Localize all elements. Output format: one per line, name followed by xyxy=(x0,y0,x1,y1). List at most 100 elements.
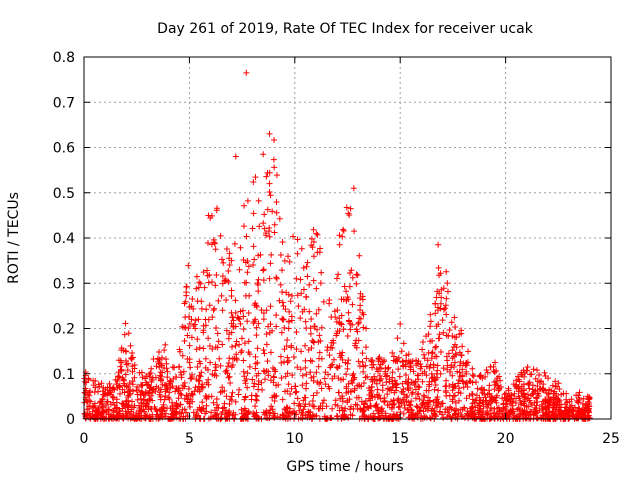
data-point xyxy=(428,355,435,362)
data-point xyxy=(216,355,223,362)
data-point xyxy=(479,375,486,382)
data-point xyxy=(372,403,379,410)
data-point xyxy=(95,411,102,418)
data-point xyxy=(400,396,407,403)
data-point xyxy=(129,349,136,356)
data-point xyxy=(328,414,335,421)
data-point xyxy=(404,379,411,386)
data-point xyxy=(498,410,505,417)
data-point xyxy=(444,280,451,287)
data-point xyxy=(336,232,343,239)
data-point xyxy=(524,391,531,398)
data-point xyxy=(183,289,190,296)
data-point xyxy=(290,353,297,360)
data-point xyxy=(109,385,116,392)
data-point xyxy=(350,371,357,378)
data-point xyxy=(313,230,320,237)
y-tick-label: 0.6 xyxy=(53,141,75,157)
data-point xyxy=(210,307,217,314)
data-point xyxy=(241,340,248,347)
data-point xyxy=(244,318,251,325)
data-point xyxy=(385,364,392,371)
data-point xyxy=(271,366,278,373)
data-point xyxy=(222,277,229,284)
data-point xyxy=(456,331,463,338)
data-point xyxy=(436,409,443,416)
data-point xyxy=(208,393,215,400)
data-point xyxy=(260,367,267,374)
data-point xyxy=(363,355,370,362)
data-point xyxy=(453,344,460,351)
data-point xyxy=(228,257,235,264)
data-point xyxy=(311,403,318,410)
data-point xyxy=(421,393,428,400)
data-point xyxy=(414,372,421,379)
data-point xyxy=(445,350,452,357)
data-point xyxy=(234,314,241,321)
data-point xyxy=(420,351,427,358)
data-point xyxy=(212,282,219,289)
y-tick-label: 0.4 xyxy=(53,231,75,247)
data-point xyxy=(404,385,411,392)
data-point xyxy=(286,258,293,265)
data-point xyxy=(212,411,219,418)
data-point xyxy=(573,392,580,399)
data-point xyxy=(452,399,459,406)
data-point xyxy=(313,285,320,292)
data-point xyxy=(282,414,289,421)
data-point xyxy=(208,409,215,416)
data-point xyxy=(232,398,239,405)
data-point xyxy=(183,392,190,399)
data-point xyxy=(321,397,328,404)
data-point xyxy=(437,370,444,377)
data-point xyxy=(219,273,226,280)
data-point xyxy=(394,358,401,365)
data-point xyxy=(171,364,178,371)
data-point xyxy=(463,368,470,375)
data-point xyxy=(119,414,126,421)
data-point xyxy=(511,390,518,397)
data-point xyxy=(142,375,149,382)
data-point xyxy=(456,369,463,376)
data-point xyxy=(273,209,280,216)
data-point xyxy=(265,368,272,375)
data-point xyxy=(532,408,539,415)
data-point xyxy=(294,250,301,257)
data-point xyxy=(255,288,262,295)
data-point xyxy=(240,313,247,320)
data-point xyxy=(329,344,336,351)
data-point xyxy=(223,245,230,252)
data-point xyxy=(540,409,547,416)
data-point xyxy=(340,326,347,333)
data-point xyxy=(193,346,200,353)
data-point xyxy=(334,328,341,335)
data-point xyxy=(213,372,220,379)
data-point xyxy=(181,338,188,345)
data-point xyxy=(192,384,199,391)
data-point xyxy=(349,301,356,308)
data-point xyxy=(494,413,501,420)
data-point xyxy=(394,412,401,419)
data-point xyxy=(192,317,199,324)
data-point xyxy=(451,392,458,399)
data-point xyxy=(106,380,113,387)
data-point xyxy=(349,380,356,387)
data-point xyxy=(196,279,203,286)
data-point xyxy=(237,244,244,251)
data-point xyxy=(267,410,274,417)
data-point xyxy=(300,286,307,293)
data-point xyxy=(226,355,233,362)
data-point xyxy=(180,368,187,375)
data-point xyxy=(574,415,581,422)
data-point xyxy=(339,233,346,240)
data-point xyxy=(550,404,557,411)
data-point xyxy=(273,274,280,281)
data-point xyxy=(273,382,280,389)
data-point xyxy=(349,321,356,328)
data-point xyxy=(266,189,273,196)
data-point xyxy=(379,359,386,366)
data-point xyxy=(515,388,522,395)
data-point xyxy=(202,355,209,362)
data-point xyxy=(442,305,449,312)
data-point xyxy=(299,415,306,422)
